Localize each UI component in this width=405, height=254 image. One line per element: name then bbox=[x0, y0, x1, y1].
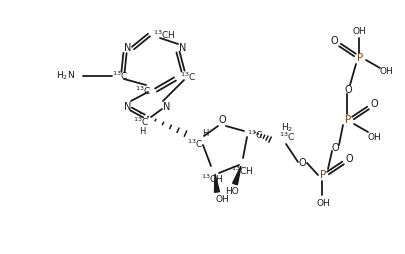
Text: $^{13}$C: $^{13}$C bbox=[186, 138, 202, 150]
Text: O: O bbox=[369, 99, 377, 109]
Text: OH: OH bbox=[215, 196, 228, 204]
Text: $^{13}$CH: $^{13}$CH bbox=[200, 173, 223, 185]
Polygon shape bbox=[232, 166, 241, 185]
Text: $^{13}$CH: $^{13}$CH bbox=[230, 165, 253, 177]
Text: N: N bbox=[163, 102, 170, 112]
Text: $^{13}$CH: $^{13}$CH bbox=[152, 29, 175, 41]
Text: $^{13}$C: $^{13}$C bbox=[132, 116, 149, 128]
Text: OH: OH bbox=[378, 68, 392, 76]
Text: O: O bbox=[297, 158, 305, 168]
Text: O: O bbox=[217, 115, 225, 125]
Text: $^{13}$C: $^{13}$C bbox=[246, 129, 262, 141]
Text: H: H bbox=[139, 126, 145, 135]
Text: $^{13}$C: $^{13}$C bbox=[134, 85, 151, 97]
Text: O: O bbox=[344, 154, 352, 164]
Text: P: P bbox=[356, 53, 362, 63]
Text: O: O bbox=[329, 36, 337, 46]
Text: $^{13}$C: $^{13}$C bbox=[112, 70, 128, 82]
Polygon shape bbox=[214, 174, 219, 192]
Text: P: P bbox=[344, 115, 350, 125]
Text: OH: OH bbox=[351, 26, 365, 36]
Text: N: N bbox=[124, 43, 131, 53]
Text: HO: HO bbox=[224, 187, 238, 197]
Text: $^{13}$C: $^{13}$C bbox=[179, 71, 196, 83]
Text: N: N bbox=[179, 43, 186, 53]
Text: P: P bbox=[319, 170, 325, 180]
Text: H$_2$: H$_2$ bbox=[280, 122, 292, 134]
Text: N: N bbox=[124, 102, 131, 112]
Text: OH: OH bbox=[366, 134, 380, 142]
Text: $^{13}$C: $^{13}$C bbox=[278, 131, 294, 143]
Text: O: O bbox=[343, 85, 351, 95]
Text: O: O bbox=[330, 143, 338, 153]
Text: H: H bbox=[201, 130, 208, 138]
Text: H$_2$N: H$_2$N bbox=[56, 70, 75, 82]
Text: OH: OH bbox=[315, 198, 329, 208]
